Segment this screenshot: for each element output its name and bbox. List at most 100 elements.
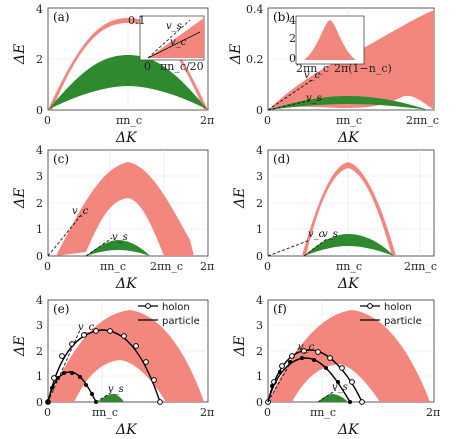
inset-xtick: 2πn_c <box>296 62 329 75</box>
inset-ytick: 0.1 <box>128 14 146 27</box>
ytick: 2 <box>36 197 43 210</box>
panel-label: (a) <box>53 10 70 24</box>
y-axis-label: ΔE <box>12 188 28 209</box>
panel-f: v_c v_s holon particle 0 1 2 3 4 0 πn_c … <box>232 294 440 438</box>
inset-ytick: 4 <box>289 14 296 27</box>
xtick: πn_c <box>336 114 362 127</box>
ytick: 3 <box>256 170 263 183</box>
xtick: 2π <box>200 114 214 127</box>
ytick: 3 <box>256 319 263 332</box>
xtick: πn_c <box>92 406 118 419</box>
ytick: 4 <box>36 144 43 157</box>
panel-a: 0.1 v_s v_c 0 πn_c/20 0 2 4 0 πn_c 2π ΔK… <box>12 3 214 146</box>
xtick: πn_c <box>336 260 362 273</box>
panel-e: v_c v_s holon particle 0 1 2 3 4 0 πn_c … <box>12 294 214 438</box>
ytick: 1 <box>256 370 263 383</box>
inset-vs-label: v_s <box>166 21 182 32</box>
panel-d: v_c v_s 0 1 2 3 4 0 πn_c 2πn_c ΔK ΔE (d) <box>232 144 437 292</box>
xtick: 2π <box>200 260 214 273</box>
x-axis-label: ΔK <box>115 276 138 292</box>
ytick: 3 <box>36 170 43 183</box>
panel-label: (c) <box>53 152 69 166</box>
xtick: πn_c <box>310 406 336 419</box>
spinon-band <box>268 96 428 110</box>
ytick: 0.2 <box>246 53 264 66</box>
spinon-band <box>318 394 348 402</box>
holon-band <box>56 162 194 256</box>
x-axis-label: ΔK <box>337 130 360 146</box>
holon-band <box>268 310 430 402</box>
x-axis-label: ΔK <box>115 130 138 146</box>
legend-holon: holon <box>384 302 412 313</box>
x-axis-label: ΔK <box>337 276 360 292</box>
legend: holon particle <box>360 302 422 327</box>
ytick: 4 <box>36 3 43 16</box>
vs-label: v_s <box>108 384 124 395</box>
vs-label: v_s <box>322 229 338 240</box>
xtick: 2π <box>426 406 440 419</box>
xtick: 0 <box>44 406 51 419</box>
y-axis-label: ΔE <box>228 44 244 65</box>
y-axis-label: ΔE <box>232 336 248 357</box>
ytick: 0 <box>36 396 43 409</box>
xtick: 0 <box>44 260 51 273</box>
legend-holon: holon <box>162 302 190 313</box>
inset-ytick: 2 <box>289 32 296 45</box>
x-axis-label: ΔK <box>115 422 138 438</box>
y-axis-label: ΔE <box>12 336 28 357</box>
ytick: 4 <box>256 294 263 307</box>
xtick: 0 <box>264 114 271 127</box>
vc-label: v_c <box>72 206 89 217</box>
holon-band <box>48 310 204 402</box>
legend: holon particle <box>138 302 200 327</box>
ytick: 3 <box>36 319 43 332</box>
ytick: 0.4 <box>246 3 264 16</box>
panel-c: v_c v_s 0 1 2 3 4 0 πn_c 2πn_c 2π ΔK ΔE … <box>12 144 214 292</box>
xtick: 0 <box>44 114 51 127</box>
ytick: 1 <box>36 223 43 236</box>
spinon-band <box>98 394 124 402</box>
ytick: 0 <box>256 396 263 409</box>
ytick: 1 <box>256 223 263 236</box>
x-axis-label: ΔK <box>337 422 360 438</box>
spinon-band <box>48 55 208 110</box>
vc-label: v_c <box>304 70 321 81</box>
ytick: 1 <box>36 370 43 383</box>
xtick: πn_c <box>116 114 142 127</box>
ytick: 2 <box>36 53 43 66</box>
xtick: πn_c <box>100 260 126 273</box>
inset-ytick: 0 <box>289 52 296 65</box>
ytick: 4 <box>256 144 263 157</box>
panel-label: (e) <box>53 302 69 316</box>
xtick: 2πn_c <box>406 114 439 127</box>
legend-particle: particle <box>384 316 422 327</box>
vc-label: v_c <box>78 322 95 333</box>
holon-band <box>302 162 396 256</box>
spinon-band <box>86 240 150 256</box>
inset-xtick: 2π(1−n_c) <box>334 62 392 75</box>
xtick: 0 <box>264 260 271 273</box>
ytick: 0 <box>36 104 43 117</box>
holon-curve <box>47 329 161 403</box>
xtick: 2π <box>200 406 214 419</box>
ytick: 2 <box>256 345 263 358</box>
ytick: 2 <box>256 197 263 210</box>
panel-label: (f) <box>273 302 287 316</box>
inset-vc-label: v_c <box>170 37 187 48</box>
y-axis-label: ΔE <box>232 188 248 209</box>
y-axis-label: ΔE <box>12 44 28 65</box>
ytick: 4 <box>36 294 43 307</box>
spinon-band <box>304 234 394 256</box>
ytick: 2 <box>36 345 43 358</box>
inset-xtick-0: 0 <box>144 60 151 73</box>
panel-label: (d) <box>273 152 290 166</box>
panel-label: (b) <box>273 10 290 24</box>
vs-label: v_s <box>332 382 348 393</box>
vs-label: v_s <box>306 93 322 104</box>
panel-b: v_c v_s 4 2 0 2πn_c 2π(1−n_c) 0 0.2 0.4 … <box>228 3 439 146</box>
legend-particle: particle <box>162 316 200 327</box>
xtick: 0 <box>264 406 271 419</box>
particle-curve <box>47 371 97 403</box>
xtick: 2πn_c <box>150 260 183 273</box>
